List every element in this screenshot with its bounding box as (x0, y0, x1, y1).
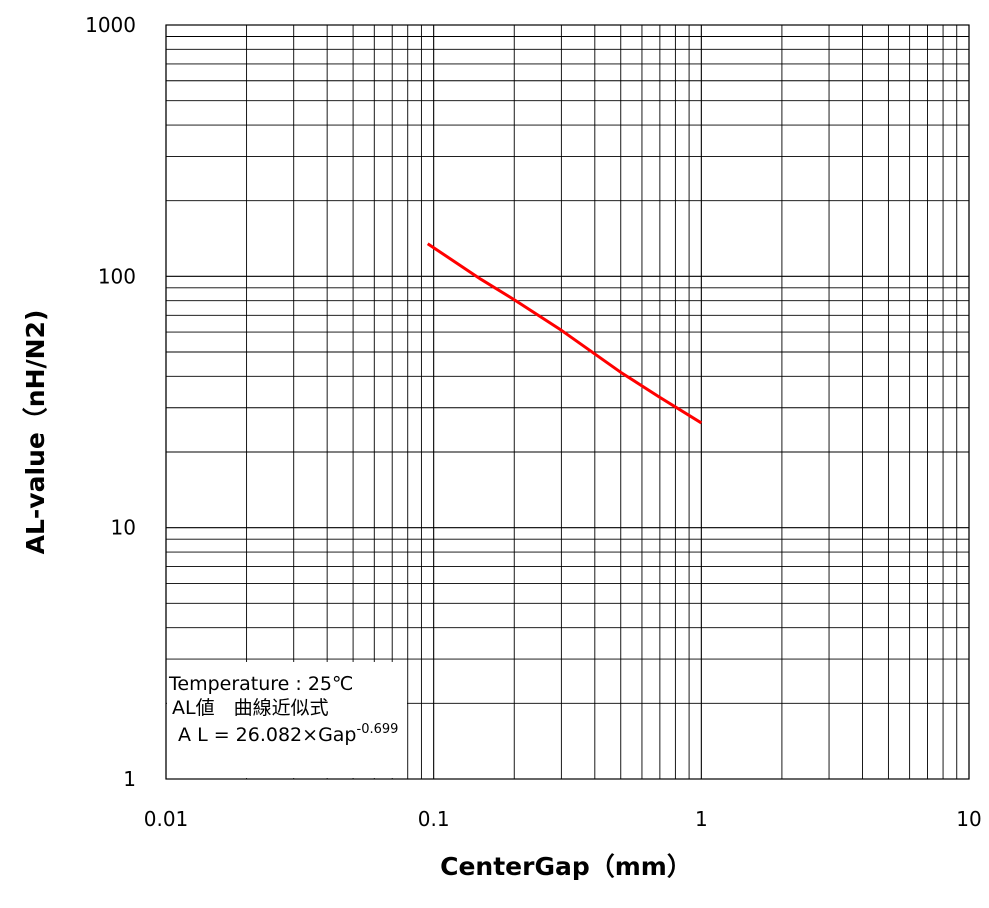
minor-gridlines (166, 25, 969, 779)
x-tick-label: 0.1 (418, 807, 450, 831)
y-axis-title: AL-value（nH/N2) (21, 310, 50, 555)
y-tick-label: 10 (111, 516, 136, 540)
plot-frame (165, 24, 970, 780)
annotation-formula-base: A L = 26.082×Gap (172, 724, 357, 746)
annotation-formula-title: AL値 曲線近似式 (172, 697, 329, 719)
annotation-formula-exponent: -0.699 (357, 722, 399, 737)
series-layer (426, 242, 703, 425)
y-tick-label: 1 (123, 767, 136, 791)
x-tick-label: 0.01 (144, 807, 189, 831)
series-line (426, 242, 703, 425)
x-axis-title: CenterGap（mm） (440, 852, 692, 881)
x-tick-label: 10 (956, 807, 981, 831)
y-tick-label: 1000 (85, 13, 136, 37)
annotation-box (167, 662, 407, 778)
x-tick-labels: 0.01 0.1 1 10 (144, 807, 982, 831)
annotation-formula: A L = 26.082×Gap-0.699 (172, 722, 398, 746)
y-tick-labels: 1 10 100 1000 (85, 13, 136, 791)
annotation-text: Temperature : 25℃ AL値 曲線近似式 A L = 26.082… (168, 673, 398, 746)
x-tick-label: 1 (695, 807, 708, 831)
annotation-temperature: Temperature : 25℃ (168, 673, 353, 695)
annotation-background (167, 662, 407, 778)
y-tick-label: 100 (98, 264, 136, 288)
